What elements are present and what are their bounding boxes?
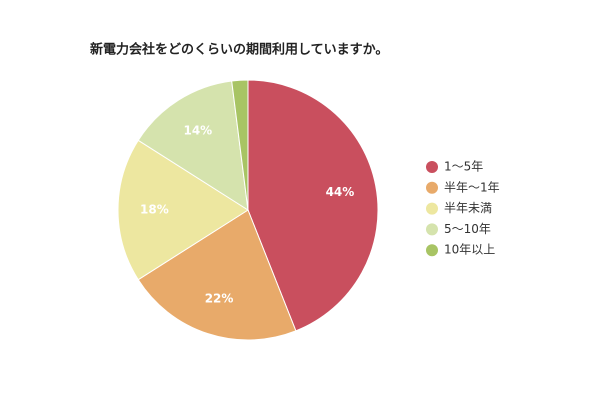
pie-slice: [247, 79, 379, 332]
legend-label: 5〜10年: [444, 222, 491, 236]
pie-slice: [137, 209, 297, 341]
legend-label: 半年未満: [444, 201, 492, 215]
legend-label: 半年〜1年: [444, 180, 500, 194]
legend-swatch: [426, 223, 438, 236]
legend-swatch: [426, 161, 438, 173]
slice-label: 44%: [326, 185, 355, 199]
legend-swatch: [426, 244, 438, 257]
pie-slice: [117, 139, 249, 281]
slice-label: 14%: [183, 123, 212, 137]
slice-label: 22%: [205, 292, 234, 306]
pie-slice: [231, 79, 249, 211]
slice-label: 18%: [140, 203, 169, 217]
pie-slice: [137, 80, 249, 211]
legend-label: 1〜5年: [444, 160, 483, 174]
legend-swatch: [426, 181, 438, 194]
legend-swatch: [426, 202, 438, 215]
chart-title: 新電力会社をどのくらいの期間利用していますか。: [90, 42, 388, 58]
legend-label: 10年以上: [444, 243, 495, 257]
